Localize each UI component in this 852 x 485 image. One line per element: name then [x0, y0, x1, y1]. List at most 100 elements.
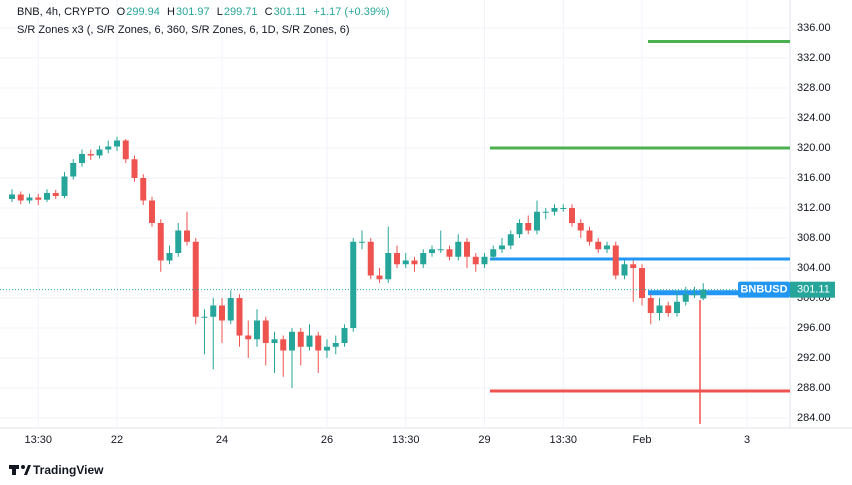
candle-body [604, 245, 610, 250]
price-tag [790, 281, 835, 298]
candle-body [577, 223, 584, 231]
candle-body [429, 249, 435, 254]
candle-body [289, 331, 295, 351]
y-tick-label: 292.00 [797, 352, 831, 364]
candle-body [332, 343, 339, 347]
candle-body [612, 245, 619, 276]
y-tick-label: 296.00 [797, 322, 831, 334]
candle-body [166, 253, 173, 261]
candle-body [507, 234, 514, 246]
candle-body [149, 200, 155, 224]
candle-body [455, 241, 462, 257]
candle-body [236, 298, 243, 336]
candle-body [499, 245, 505, 250]
candle-body [385, 253, 392, 280]
candle-body [595, 241, 602, 250]
y-tick-label: 308.00 [797, 232, 831, 244]
o-label: O [116, 6, 126, 18]
candle-body [367, 241, 374, 276]
x-tick-label: 24 [216, 434, 228, 446]
candle-body [70, 162, 77, 177]
x-tick-label: 13:30 [392, 434, 420, 446]
candle-body [647, 298, 654, 314]
candle-body [52, 192, 59, 196]
candle-body [411, 260, 418, 265]
candle-body [297, 331, 304, 347]
indicator: S/R Zones x3 (, S/R Zones, 6, 360, S/R Z… [17, 24, 350, 36]
candle-body [79, 153, 85, 163]
legend-line: BNB, 4h, CRYPTO O299.94 H301.97 L299.71 … [17, 6, 390, 18]
x-tick-label: 13:30 [24, 434, 52, 446]
y-tick-label: 324.00 [797, 112, 831, 124]
candle-body [542, 211, 549, 213]
candle-body [262, 320, 269, 344]
candle-body [350, 241, 357, 329]
candle-body [682, 294, 689, 302]
candle-body [175, 230, 182, 254]
candle-body [114, 140, 120, 147]
candle-body [35, 197, 42, 200]
y-tick-label: 304.00 [797, 262, 831, 274]
y-tick-label: 336.00 [797, 22, 831, 34]
x-tick-label: 3 [744, 434, 750, 446]
candle-body [192, 241, 199, 317]
candle-body [516, 223, 523, 235]
candle-body [227, 298, 234, 321]
candle-body [586, 230, 593, 242]
candle-body [420, 253, 427, 265]
candle-body [105, 146, 112, 150]
candle-body [280, 339, 287, 351]
y-tick-label: 284.00 [797, 412, 831, 424]
candle-body [131, 159, 138, 178]
y-tick-label: 316.00 [797, 172, 831, 184]
candle-body [639, 268, 645, 299]
candle-body [219, 305, 225, 321]
symbol: BNB, 4h, CRYPTO [17, 6, 110, 18]
candle-body [184, 230, 190, 242]
grid [0, 0, 790, 428]
low-value: 299.71 [223, 6, 258, 18]
candle-body [87, 153, 94, 156]
candle-body [245, 335, 252, 340]
h-label: H [167, 6, 175, 18]
candle-body [674, 301, 680, 314]
x-tick-label: 22 [111, 434, 123, 446]
candle-body [691, 294, 698, 296]
symbol-tag [738, 281, 790, 298]
candle-body [621, 264, 628, 276]
l-label: L [216, 6, 223, 18]
candle-body [560, 207, 567, 209]
candle-body [122, 140, 129, 160]
candle-body [551, 207, 558, 212]
x-tick-label: 26 [321, 434, 333, 446]
candle-body [201, 316, 208, 318]
y-tick-label: 320.00 [797, 142, 831, 154]
candle-body [157, 223, 164, 261]
candle-body [324, 346, 330, 351]
candle-body [665, 305, 672, 314]
candle-body [376, 275, 383, 280]
candle-body [394, 253, 400, 265]
labels: 284.00288.00292.00296.00300.00304.00308.… [0, 22, 835, 446]
candle-body [481, 256, 488, 265]
close-value: 301.11 [273, 6, 307, 18]
y-tick-label: 328.00 [797, 82, 831, 94]
candle-body [630, 264, 637, 269]
candle-body [44, 192, 50, 200]
candle-body [359, 241, 365, 243]
y-tick-label: 332.00 [797, 52, 831, 64]
c-label: C [264, 6, 273, 18]
candle-body [437, 249, 444, 251]
logo: TradingView [9, 463, 104, 477]
candle-body [402, 260, 409, 265]
x-tick-label: 29 [478, 434, 490, 446]
candle-body [140, 177, 147, 201]
candle-body [464, 241, 470, 257]
symbol-label: BNBUSD [740, 284, 787, 296]
x-tick-label: Feb [633, 434, 652, 446]
candle-body [254, 320, 260, 340]
candle-body [306, 335, 313, 347]
candle-body [656, 305, 663, 314]
